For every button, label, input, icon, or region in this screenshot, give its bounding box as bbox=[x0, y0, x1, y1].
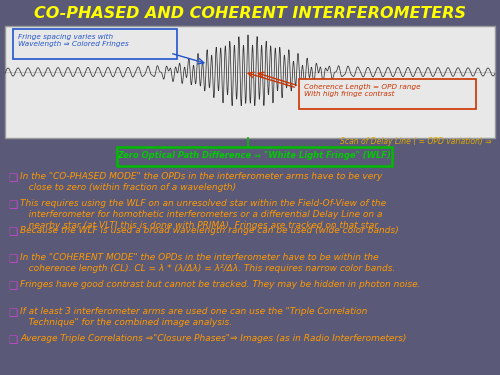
Text: ❑: ❑ bbox=[8, 308, 17, 318]
FancyBboxPatch shape bbox=[299, 79, 476, 109]
Text: If at least 3 interferometer arms are used one can use the "Triple Correlation
 : If at least 3 interferometer arms are us… bbox=[20, 307, 368, 327]
Text: ❑: ❑ bbox=[8, 281, 17, 291]
Text: This requires using the WLF on an unresolved star within the Field-Of-View of th: This requires using the WLF on an unreso… bbox=[20, 199, 386, 230]
Text: ❑: ❑ bbox=[8, 227, 17, 237]
Text: Zero Optical Path Difference ⇒ "White Light Fringe" (WLF): Zero Optical Path Difference ⇒ "White Li… bbox=[117, 152, 391, 160]
Text: Because the WLF is used a broad wavelength range can be used (wide color bands): Because the WLF is used a broad waveleng… bbox=[20, 226, 399, 235]
Text: Average Triple Correlations ⇒"Closure Phases"⇒ Images (as in Radio Interferomete: Average Triple Correlations ⇒"Closure Ph… bbox=[20, 334, 406, 343]
FancyBboxPatch shape bbox=[116, 147, 392, 165]
Text: Fringes have good contrast but cannot be tracked. They may be hidden in photon n: Fringes have good contrast but cannot be… bbox=[20, 280, 420, 289]
Text: Scan of Delay Line ( = OPD variation) ⇒: Scan of Delay Line ( = OPD variation) ⇒ bbox=[340, 136, 492, 146]
Text: ❑: ❑ bbox=[8, 254, 17, 264]
Text: Coherence Length = OPD range
With high fringe contrast: Coherence Length = OPD range With high f… bbox=[304, 84, 420, 97]
Text: ❑: ❑ bbox=[8, 335, 17, 345]
Text: In the "COHERENT MODE" the OPDs in the interferometer have to be within the
   c: In the "COHERENT MODE" the OPDs in the i… bbox=[20, 253, 396, 273]
Text: ❑: ❑ bbox=[8, 173, 17, 183]
Text: ❑: ❑ bbox=[8, 200, 17, 210]
Text: Fringe spacing varies with
Wavelength ⇒ Colored Fringes: Fringe spacing varies with Wavelength ⇒ … bbox=[18, 34, 129, 47]
FancyBboxPatch shape bbox=[5, 26, 495, 138]
FancyBboxPatch shape bbox=[13, 29, 177, 59]
Text: In the "CO-PHASED MODE" the OPDs in the interferometer arms have to be very
   c: In the "CO-PHASED MODE" the OPDs in the … bbox=[20, 172, 382, 192]
Text: CO-PHASED AND COHERENT INTERFEROMETERS: CO-PHASED AND COHERENT INTERFEROMETERS bbox=[34, 6, 466, 21]
